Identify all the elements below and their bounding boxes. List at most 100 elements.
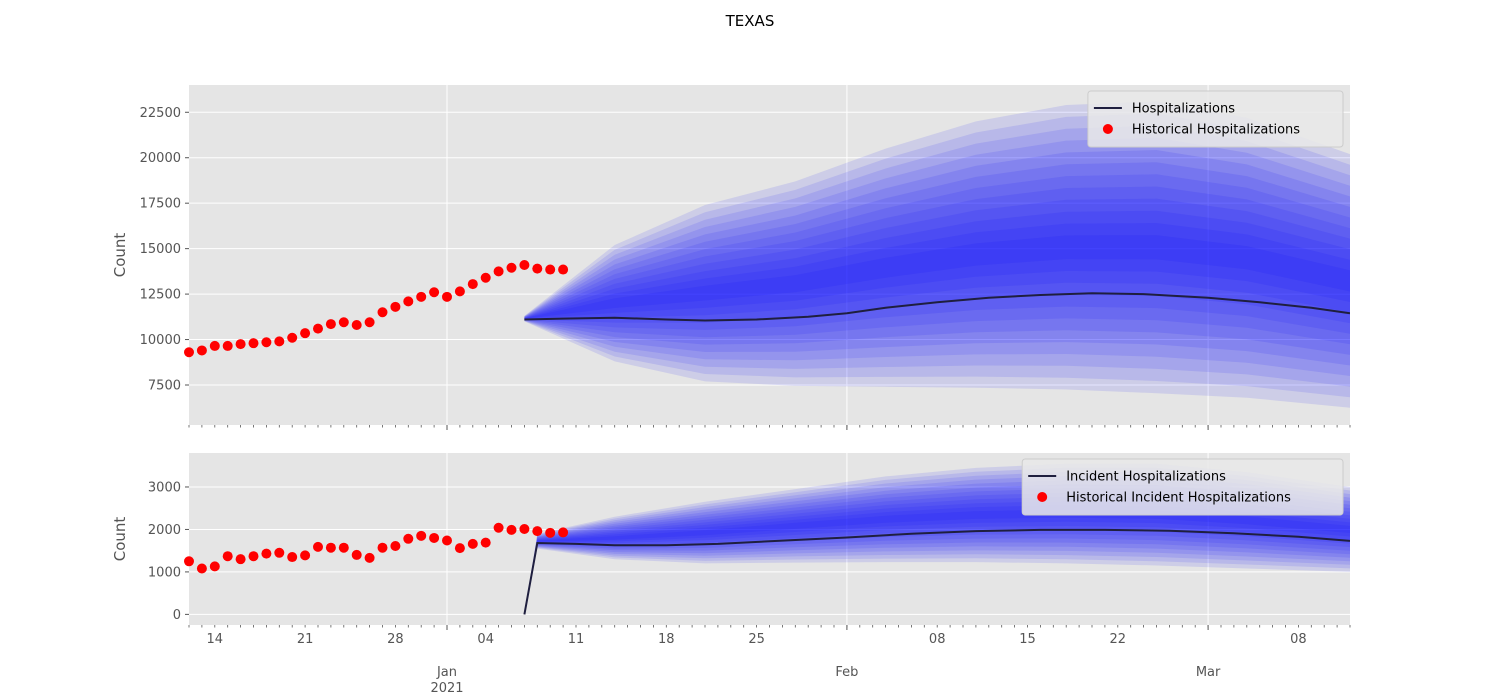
historical-point (235, 339, 246, 350)
historical-point (519, 260, 530, 270)
historical-point (454, 286, 465, 297)
historical-point (480, 272, 491, 283)
historical-point (532, 263, 543, 274)
y-tick-label: 12500 (140, 288, 181, 303)
x-tick-label: 18 (658, 632, 675, 647)
historical-point (338, 317, 349, 328)
historical-point (325, 319, 336, 330)
x-tick-label: 22 (1110, 632, 1127, 647)
x-tick-label: 25 (748, 632, 765, 647)
x-tick-label: 28 (387, 632, 404, 647)
historical-point (300, 328, 311, 339)
historical-point (287, 332, 298, 343)
uncertainty-band (524, 198, 1350, 324)
historical-point (287, 552, 298, 563)
historical-point (377, 307, 388, 318)
historical-point (274, 547, 285, 558)
uncertainty-band (524, 492, 1350, 615)
x-major-tick-label: Jan (436, 665, 457, 680)
forecast-line (523, 528, 1350, 615)
x-major-tick-label: Mar (1196, 665, 1221, 680)
historical-point (261, 337, 272, 348)
y-tick-label: 7500 (148, 379, 181, 394)
hospitalizations-panel: 7500 10000 12500 15000 17500 20000 22500 Count H… (111, 85, 1351, 430)
historical-point (351, 320, 362, 330)
x-major-tick-label: Feb (835, 665, 858, 680)
uncertainty-band (524, 505, 1350, 615)
uncertainty-band (524, 509, 1350, 615)
historical-point (325, 542, 336, 553)
legend-label: Incident Hospitalizations (1066, 470, 1226, 485)
y-tick-label: 22500 (140, 106, 181, 121)
x-tick-label: 14 (207, 632, 224, 647)
legend: Hospitalizations Historical Hospitalizati… (1087, 90, 1344, 148)
historical-point (222, 340, 233, 351)
historical-point (467, 538, 478, 549)
historical-point (338, 542, 349, 553)
historical-point (390, 541, 401, 552)
legend-marker-swatch (1037, 492, 1048, 502)
uncertainty-band (524, 235, 1350, 319)
y-axis-label: Count (111, 233, 129, 278)
legend-box (1021, 458, 1344, 516)
uncertainty-band (524, 150, 1350, 366)
historical-point (493, 266, 504, 277)
uncertainty-band (524, 223, 1350, 320)
x-tick-label: 15 (1019, 632, 1036, 647)
y-tick-label: 15000 (140, 242, 181, 257)
historical-point (545, 527, 556, 538)
historical-point (416, 291, 427, 302)
x-year-label: 2021 (430, 681, 463, 696)
y-tick-label: 2000 (148, 523, 181, 538)
x-tick-label: 04 (477, 632, 494, 647)
y-tick-label: 17500 (140, 197, 181, 212)
historical-point (480, 537, 491, 548)
figure-title: TEXAS (725, 12, 775, 30)
historical-point (403, 533, 414, 544)
x-tick-label: 08 (929, 632, 946, 647)
historical-point (248, 551, 259, 562)
y-tick-label: 10000 (140, 333, 181, 348)
historical-point (274, 336, 285, 347)
legend-label: Historical Hospitalizations (1132, 123, 1300, 138)
historical-point (248, 338, 259, 349)
historical-point (196, 563, 207, 574)
historical-point (377, 542, 388, 553)
legend-label: Historical Incident Hospitalizations (1066, 491, 1291, 506)
historical-point (209, 561, 220, 572)
historical-point (416, 530, 427, 541)
uncertainty-band (524, 186, 1350, 334)
historical-point (493, 522, 504, 533)
y-tick-label: 1000 (148, 565, 181, 580)
y-tick-label: 3000 (148, 480, 181, 495)
uncertainty-band (524, 496, 1350, 615)
historical-point (442, 291, 452, 302)
historical-point (506, 262, 517, 273)
x-tick-label: 21 (297, 632, 314, 647)
x-tick-label: 08 (1290, 632, 1307, 647)
uncertainty-band (524, 137, 1350, 376)
forecast-line (524, 292, 1350, 322)
historical-point (184, 347, 194, 358)
historical-point (403, 296, 414, 307)
uncertainty-band (524, 162, 1350, 355)
uncertainty-band (524, 174, 1350, 345)
historical-point (558, 527, 569, 538)
historical-point (467, 279, 478, 290)
historical-point (261, 548, 272, 559)
historical-point (532, 526, 543, 537)
plot-area (524, 101, 1350, 408)
y-tick-label: 20000 (140, 151, 181, 166)
historical-point (300, 550, 311, 561)
historical-point (235, 554, 246, 565)
legend-box (1087, 90, 1344, 148)
legend-label: Hospitalizations (1132, 102, 1235, 117)
legend-marker-swatch (1102, 124, 1113, 134)
uncertainty-band (524, 101, 1350, 408)
historical-point (506, 524, 517, 535)
y-axis-label: Count (111, 517, 129, 562)
historical-point (454, 543, 465, 554)
historical-point (222, 551, 233, 562)
historical-point (351, 549, 362, 560)
